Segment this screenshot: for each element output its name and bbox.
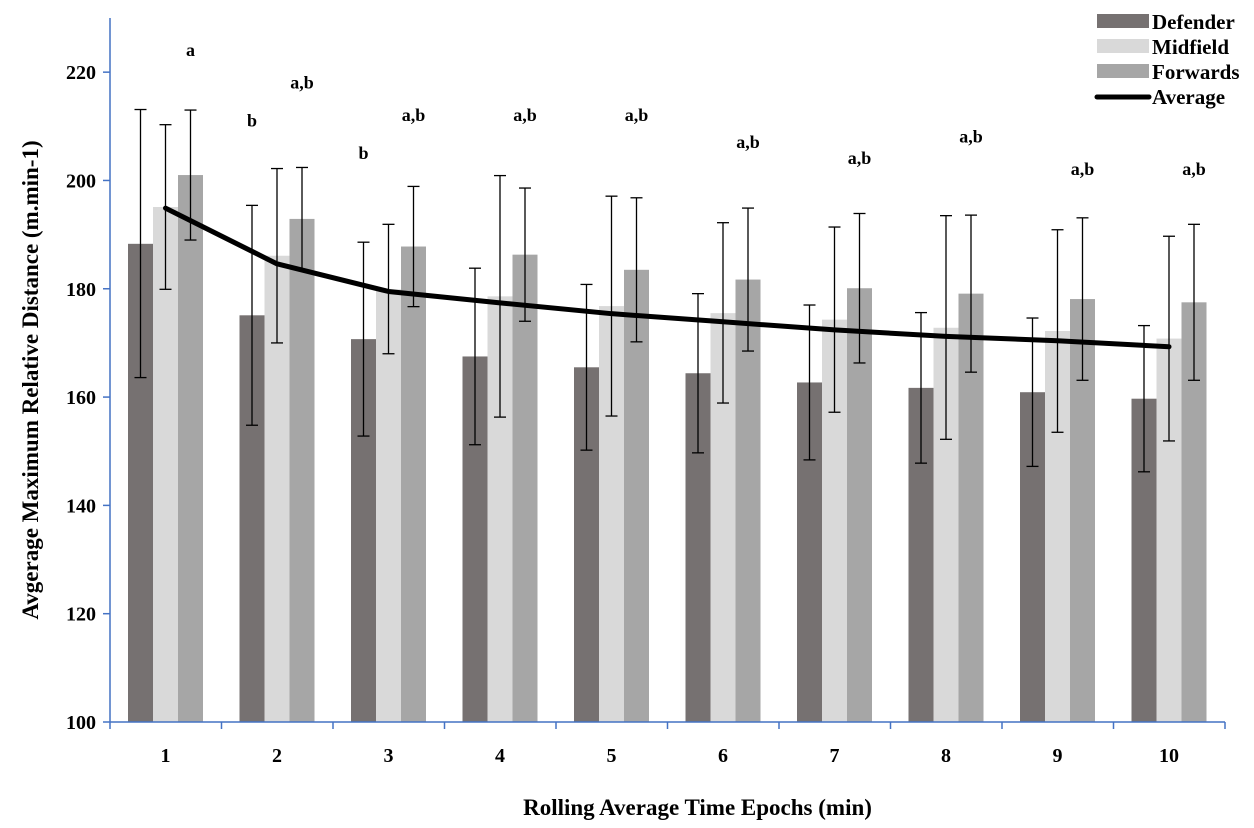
- legend-swatch-midfield: [1097, 39, 1149, 53]
- legend-label-defender: Defender: [1152, 10, 1235, 34]
- error-bars-layer: [134, 108, 1200, 473]
- significance-label: a,b: [625, 105, 649, 125]
- bar-midfield: [376, 289, 401, 722]
- legend-swatch-defender: [1097, 14, 1149, 28]
- significance-label: a,b: [848, 148, 872, 168]
- bar-forwards: [512, 254, 538, 722]
- legend-label-forwards: Forwards: [1152, 60, 1240, 84]
- significance-annotations: a b a,b b a,b a,b a,b a,b a,b a,b a,b a,b: [186, 40, 1206, 179]
- bar-forwards: [178, 175, 203, 723]
- y-axis-title: Avgerage Maximum Relative Distance (m.mi…: [18, 140, 43, 619]
- y-tick-label: 180: [66, 279, 96, 301]
- significance-label: a,b: [959, 127, 983, 147]
- average-line-layer: [163, 205, 1172, 350]
- y-tick-label: 100: [66, 712, 96, 734]
- significance-label: a,b: [1182, 159, 1206, 179]
- bar-forwards: [735, 279, 761, 722]
- x-tick-label: 5: [607, 745, 617, 767]
- legend-label-midfield: Midfield: [1152, 35, 1229, 59]
- significance-label: a: [186, 40, 195, 60]
- legend-swatch-forwards: [1097, 64, 1149, 78]
- x-tick-label: 7: [830, 745, 840, 767]
- significance-label: a,b: [402, 105, 426, 125]
- x-tick-label: 1: [161, 745, 171, 767]
- y-tick-label: 120: [66, 604, 96, 626]
- significance-label: a,b: [290, 72, 314, 92]
- y-tick-label: 220: [66, 62, 96, 84]
- x-tick-label: 10: [1159, 745, 1179, 767]
- bar-forwards: [401, 246, 426, 722]
- x-tick-labels: 1 2 3 4 5 6 7 8 9 10: [161, 745, 1180, 767]
- significance-label: b: [247, 110, 257, 130]
- x-tick-label: 9: [1053, 745, 1063, 767]
- y-tick-label: 160: [66, 387, 96, 409]
- y-tick-label: 140: [66, 495, 96, 517]
- line-average: [163, 205, 1172, 350]
- y-tick-labels: 100 120 140 160 180 200 220: [66, 62, 96, 734]
- bar-forwards: [624, 269, 649, 722]
- significance-label: a,b: [513, 105, 537, 125]
- x-tick-label: 2: [272, 745, 282, 767]
- legend-label-average: Average: [1152, 85, 1225, 109]
- y-tick-label: 200: [66, 170, 96, 192]
- significance-label: a,b: [1071, 159, 1095, 179]
- x-tick-label: 8: [941, 745, 951, 767]
- x-axis-title: Rolling Average Time Epochs (min): [523, 795, 872, 820]
- x-tick-label: 3: [384, 745, 394, 767]
- x-tick-label: 6: [718, 745, 728, 767]
- bar-forwards: [289, 218, 315, 722]
- bar-midfield: [153, 206, 178, 722]
- significance-label: a,b: [736, 132, 760, 152]
- axes-layer: [103, 18, 1226, 729]
- significance-label: b: [358, 143, 368, 163]
- bars-layer: [128, 175, 1207, 723]
- x-tick-label: 4: [495, 745, 505, 767]
